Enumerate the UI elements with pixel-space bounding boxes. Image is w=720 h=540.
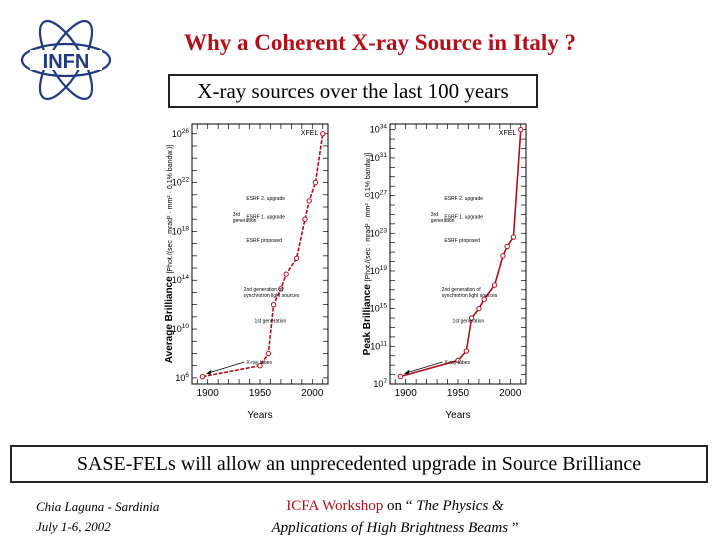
footer-on: on “ (383, 498, 413, 514)
annotation-label: 2nd generation of synchrotron light sourc… (442, 287, 498, 299)
x-axis-title: Years (445, 410, 470, 421)
y-axis-title: Average Brilliance [Phot./(sec · mrad² ·… (164, 145, 175, 363)
y-tick-label: 1010 (172, 323, 190, 334)
data-point (491, 282, 498, 288)
y-tick-label: 1014 (172, 274, 190, 285)
y-tick-label: 1011 (370, 340, 387, 351)
annotation-label: X-ray tubes (444, 360, 470, 366)
x-tick-label: 1900 (197, 388, 220, 399)
data-point (476, 305, 482, 312)
annotation-arrow (206, 361, 245, 375)
y-tick-label: 1023 (370, 227, 388, 238)
annotation-arrow (404, 361, 443, 374)
data-point (293, 255, 300, 261)
data-point (455, 357, 461, 364)
data-point (510, 234, 517, 240)
y-tick-label: 1034 (370, 124, 388, 135)
footer-close: ” (508, 520, 519, 536)
annotation-label: ESRF 1. upgrade (444, 214, 483, 220)
annotation-label: 1st generation (453, 318, 485, 324)
footer-topic-2: Applications of High Brightness Beams (271, 520, 509, 536)
annotation-arrowhead (206, 369, 212, 375)
peak-brilliance-chart: 107 1011 1015 1019 1023 1027 1031 1034 1900 1950 2… (362, 123, 527, 421)
data-point (397, 373, 404, 380)
annotation-label: XFEL (301, 130, 319, 137)
footer-location-line1: Chia Laguna - Sardinia (36, 499, 160, 514)
footer-location-line2: July 1-6, 2002 (36, 519, 111, 534)
data-point (270, 301, 277, 308)
y-tick-label: 1031 (370, 152, 388, 163)
data-point (320, 131, 326, 137)
data-point (278, 286, 284, 292)
y-tick-label: 1018 (172, 225, 190, 236)
y-tick-label: 106 (175, 372, 189, 383)
annotation-label: 1st generation (255, 318, 287, 324)
subtitle-box: X-ray sources over the last 100 years (168, 74, 538, 108)
footer-topic-1: The Physics & (412, 498, 504, 514)
data-point (312, 179, 319, 186)
y-axis-title: Peak Brilliance [Phot./(sec · mrad² · mm… (362, 153, 373, 356)
annotation-label: ESRF proposed (444, 238, 480, 244)
x-tick-label: 2000 (499, 388, 522, 399)
y-tick-label: 1027 (370, 190, 388, 201)
data-point (283, 271, 289, 277)
annotation-arrowhead (404, 369, 410, 375)
data-point (463, 348, 470, 354)
data-point (518, 126, 524, 133)
infn-logo: INFN (20, 19, 112, 101)
y-tick-label: 1022 (172, 177, 190, 188)
annotation-label: XFEL (499, 130, 517, 137)
y-tick-label: 1015 (370, 303, 388, 314)
x-tick-label: 2000 (301, 388, 324, 399)
data-point (468, 315, 475, 321)
data-point (199, 373, 206, 380)
x-tick-label: 1950 (249, 388, 272, 399)
y-tick-label: 1026 (172, 128, 190, 139)
footer-workshop: ICFA Workshop on “ The Physics & Applica… (230, 495, 560, 539)
plot-frame (389, 123, 527, 385)
data-point (302, 216, 308, 222)
x-tick-label: 1950 (447, 388, 470, 399)
annotation-label: ESRF proposed (246, 238, 282, 244)
x-tick-label: 1900 (395, 388, 418, 399)
annotation-label: 2nd generation of synchrotron light sourc… (244, 287, 300, 299)
data-point (265, 350, 272, 357)
data-point (504, 243, 510, 250)
data-point (500, 253, 506, 259)
data-point (257, 362, 263, 369)
annotation-label: 3rd generation (431, 212, 455, 224)
annotation-label: 3rd generation (233, 212, 257, 224)
footer-workshop-name: ICFA Workshop (286, 498, 384, 514)
annotation-label: X-ray tubes (246, 360, 272, 366)
plot-frame (191, 123, 329, 385)
footer-location: Chia Laguna - Sardinia July 1-6, 2002 (36, 497, 159, 537)
sase-fel-banner: SASE-FELs will allow an unprecedented up… (10, 445, 708, 483)
data-point (481, 296, 487, 302)
slide-title: Why a Coherent X-ray Source in Italy ? (183, 30, 577, 55)
x-axis-title: Years (247, 410, 272, 421)
logo-text: INFN (43, 51, 90, 73)
y-tick-label: 107 (373, 378, 387, 389)
data-point (306, 198, 312, 204)
average-brilliance-chart: 106 1010 1014 1018 1022 1026 1900 1950 2000 Years… (164, 123, 329, 421)
annotation-label: ESRF 2. upgrade (444, 196, 483, 202)
annotation-label: ESRF 2. upgrade (246, 196, 285, 202)
annotation-label: ESRF 1. upgrade (246, 214, 285, 220)
y-tick-label: 1019 (370, 265, 388, 276)
